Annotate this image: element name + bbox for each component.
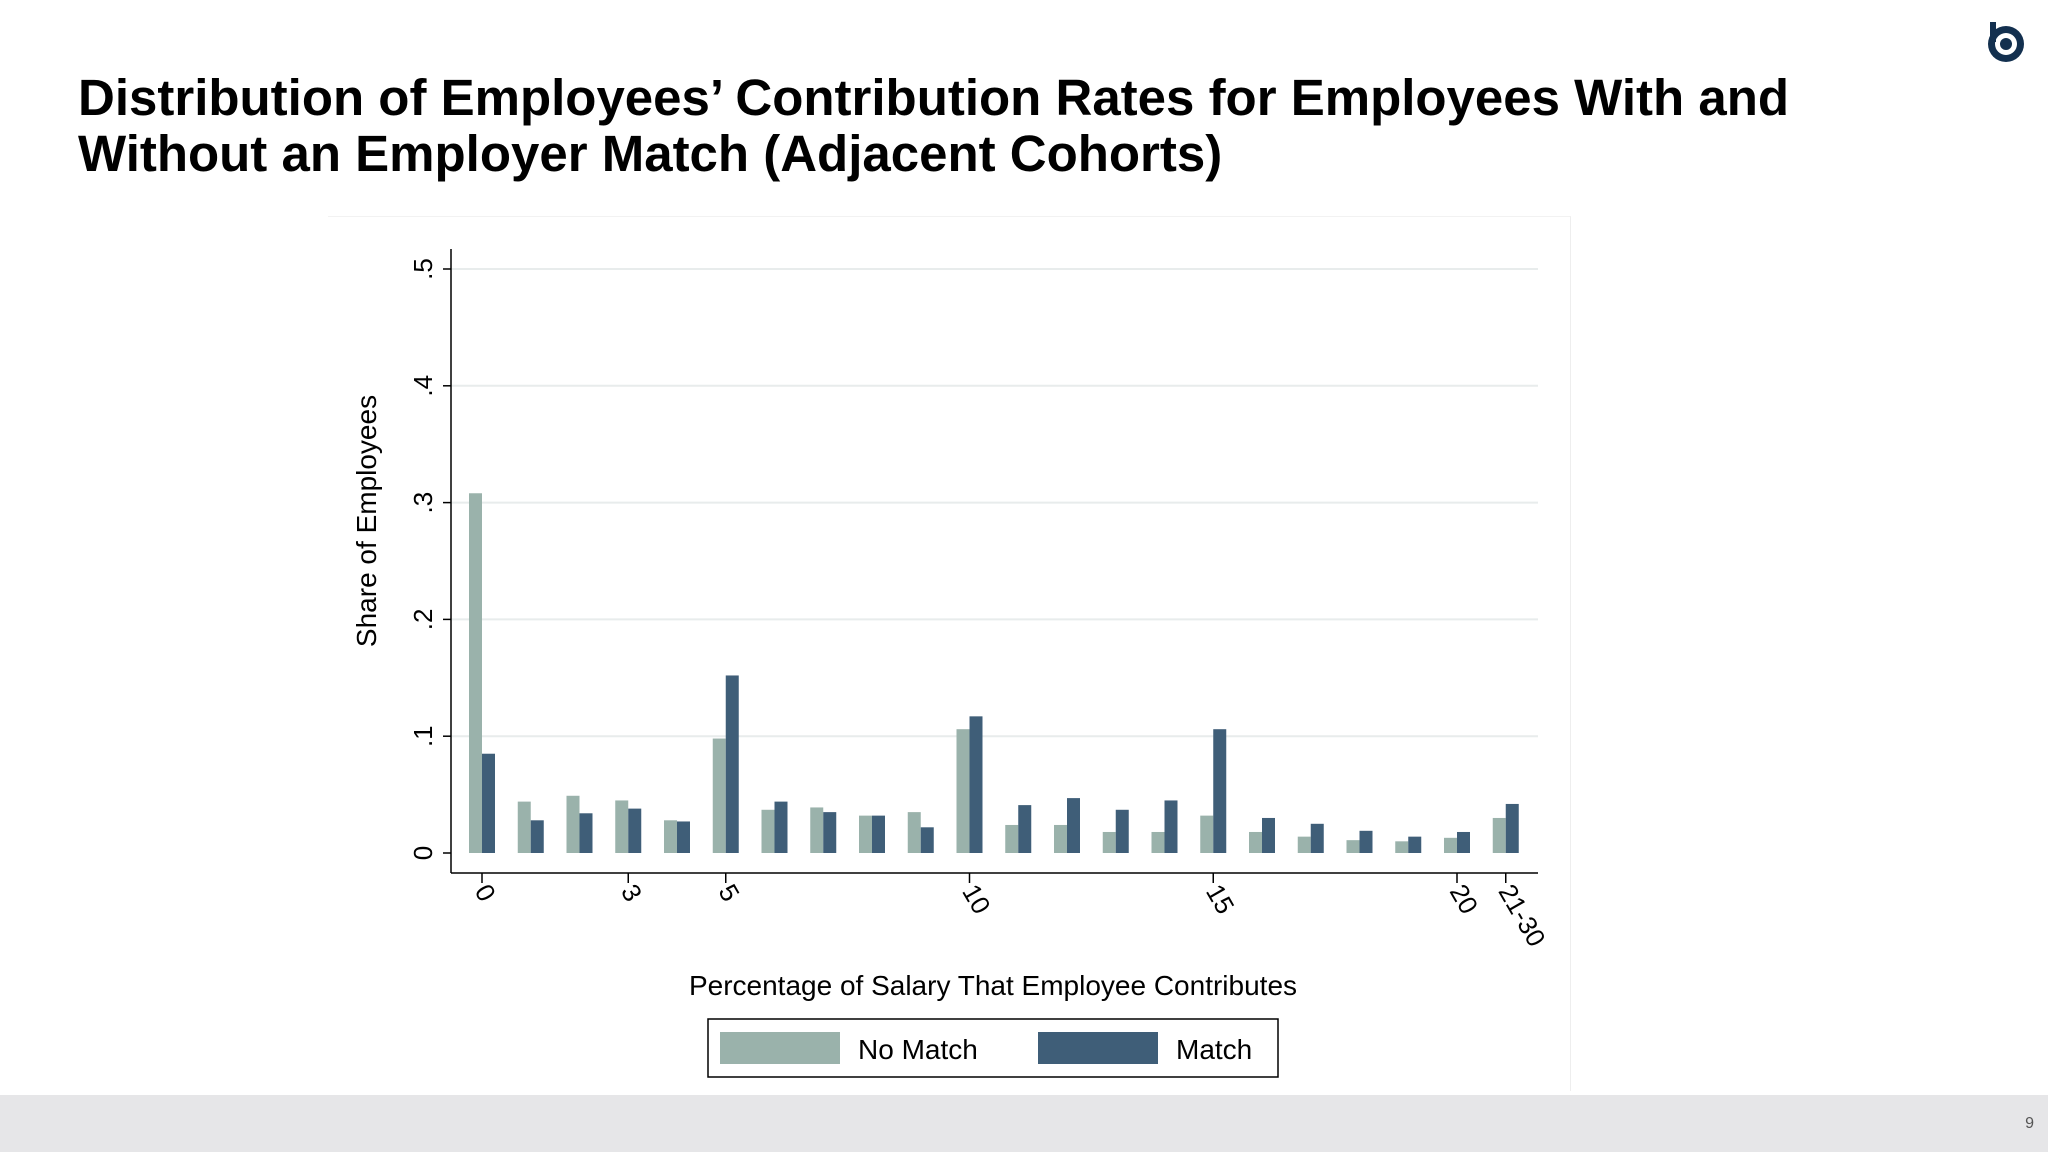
bar-no-match bbox=[1054, 824, 1067, 853]
bar-no-match bbox=[615, 800, 629, 853]
bar-no-match bbox=[761, 809, 775, 853]
y-tick-label: .4 bbox=[408, 375, 438, 397]
bar-match bbox=[530, 820, 544, 853]
footer-bar: 9 bbox=[0, 1095, 2048, 1152]
bar-no-match bbox=[664, 820, 677, 853]
y-tick-label: .5 bbox=[408, 258, 438, 280]
bar-no-match bbox=[1492, 817, 1506, 853]
x-tick-label: 21-30 bbox=[1493, 879, 1552, 952]
x-axis-label: Percentage of Salary That Employee Contr… bbox=[689, 970, 1297, 1001]
y-tick-label: .3 bbox=[408, 492, 438, 514]
legend-swatch-match bbox=[1038, 1032, 1158, 1064]
bar-no-match bbox=[1249, 831, 1262, 853]
bar-no-match bbox=[859, 815, 872, 853]
bar-no-match bbox=[1200, 815, 1214, 853]
y-ticks: 0 .1 .2 .3 .4 .5 bbox=[408, 258, 451, 860]
bar-match bbox=[1067, 798, 1080, 853]
bar-match bbox=[1457, 831, 1470, 853]
legend-label-no-match: No Match bbox=[858, 1034, 978, 1065]
bar-no-match bbox=[1102, 831, 1116, 853]
bar-match bbox=[677, 821, 690, 853]
bar-match bbox=[1164, 800, 1178, 853]
bar-no-match bbox=[1395, 841, 1409, 853]
bars bbox=[469, 493, 1519, 853]
bar-no-match bbox=[566, 795, 580, 853]
bar-match bbox=[1115, 809, 1129, 853]
bar-no-match bbox=[1297, 836, 1311, 853]
bar-match bbox=[1213, 729, 1227, 853]
bar-match bbox=[579, 813, 593, 853]
bar-match bbox=[872, 815, 885, 853]
grid-lines bbox=[451, 268, 1538, 738]
x-tick-label: 15 bbox=[1200, 879, 1240, 919]
page-number: 9 bbox=[2025, 1115, 2034, 1132]
bar-match bbox=[482, 753, 495, 853]
x-tick-label: 10 bbox=[956, 879, 996, 919]
bar-match bbox=[1310, 823, 1324, 853]
bar-match bbox=[920, 827, 934, 853]
bar-match bbox=[969, 716, 983, 853]
legend-label-match: Match bbox=[1176, 1034, 1252, 1065]
x-tick-label: 3 bbox=[615, 879, 648, 907]
y-tick-label: .2 bbox=[408, 609, 438, 631]
axes bbox=[450, 249, 1538, 874]
bar-match bbox=[1408, 836, 1422, 853]
bar-match bbox=[774, 801, 788, 853]
bar-no-match bbox=[1444, 837, 1457, 853]
bar-no-match bbox=[956, 729, 970, 853]
bar-match bbox=[628, 808, 642, 853]
bar-no-match bbox=[1151, 831, 1165, 853]
bar-match bbox=[823, 812, 837, 853]
bar-no-match bbox=[907, 812, 921, 853]
bar-no-match bbox=[712, 738, 726, 853]
bar-chart: 0 .1 .2 .3 .4 .5 0 3 5 10 15 20 21-30 Share of Empl… bbox=[351, 249, 1552, 1078]
bar-match bbox=[1262, 817, 1275, 853]
legend-swatch-no-match bbox=[720, 1032, 840, 1064]
y-tick-label: 0 bbox=[408, 846, 438, 860]
bar-no-match bbox=[469, 493, 482, 853]
bar-match bbox=[1359, 830, 1373, 853]
legend: No Match Match bbox=[707, 1018, 1279, 1078]
bar-match bbox=[1018, 805, 1032, 853]
y-tick-label: .1 bbox=[408, 725, 438, 747]
bar-no-match bbox=[810, 807, 824, 853]
slide-title: Distribution of Employees’ Contribution … bbox=[78, 69, 1790, 182]
x-tick-label: 20 bbox=[1444, 879, 1484, 919]
y-axis-label: Share of Employees bbox=[351, 395, 382, 647]
x-tick-label: 5 bbox=[713, 879, 746, 907]
bar-no-match bbox=[1346, 840, 1360, 853]
company-logo-icon bbox=[1988, 22, 2024, 62]
x-ticks: 0 3 5 10 15 20 21-30 bbox=[469, 873, 1552, 952]
bar-match bbox=[1505, 803, 1519, 853]
x-tick-label: 0 bbox=[469, 879, 502, 907]
bar-no-match bbox=[517, 801, 531, 853]
bar-match bbox=[725, 675, 739, 853]
bar-no-match bbox=[1005, 824, 1019, 853]
chart-panel: 0 .1 .2 .3 .4 .5 0 3 5 10 15 20 21-30 Share of Empl… bbox=[328, 216, 1571, 1091]
